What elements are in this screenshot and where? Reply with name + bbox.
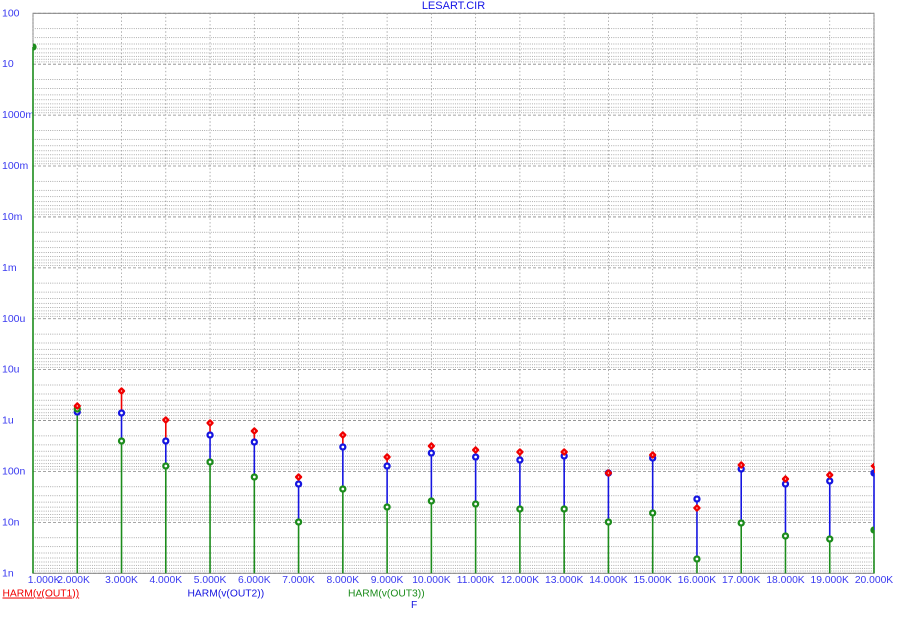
svg-text:7.000K: 7.000K <box>282 575 315 586</box>
svg-text:16.000K: 16.000K <box>678 575 716 586</box>
svg-text:10m: 10m <box>2 211 23 223</box>
svg-text:3.000K: 3.000K <box>105 575 138 586</box>
svg-text:100: 100 <box>2 7 20 19</box>
svg-text:10: 10 <box>2 58 14 70</box>
svg-text:18.000K: 18.000K <box>766 575 804 586</box>
svg-text:LESART.CIR: LESART.CIR <box>422 0 485 12</box>
svg-text:19.000K: 19.000K <box>811 575 849 586</box>
svg-text:15.000K: 15.000K <box>634 575 672 586</box>
svg-text:2.000K: 2.000K <box>57 575 90 586</box>
svg-text:10u: 10u <box>2 364 20 376</box>
svg-text:9.000K: 9.000K <box>371 575 404 586</box>
svg-text:1.000K: 1.000K <box>28 575 61 586</box>
svg-text:1u: 1u <box>2 415 14 427</box>
svg-text:10.000K: 10.000K <box>412 575 450 586</box>
svg-text:F: F <box>411 600 417 611</box>
svg-text:HARM(v(OUT1)): HARM(v(OUT1)) <box>3 589 80 600</box>
svg-text:13.000K: 13.000K <box>545 575 583 586</box>
svg-text:6.000K: 6.000K <box>238 575 271 586</box>
svg-text:HARM(v(OUT3)): HARM(v(OUT3)) <box>348 589 425 600</box>
svg-text:10n: 10n <box>2 516 20 528</box>
svg-text:HARM(v(OUT2)): HARM(v(OUT2)) <box>188 589 265 600</box>
svg-text:4.000K: 4.000K <box>149 575 182 586</box>
svg-text:14.000K: 14.000K <box>589 575 627 586</box>
svg-text:8.000K: 8.000K <box>326 575 359 586</box>
svg-text:17.000K: 17.000K <box>722 575 760 586</box>
svg-text:1n: 1n <box>2 567 14 579</box>
svg-text:100n: 100n <box>2 466 26 478</box>
svg-text:5.000K: 5.000K <box>194 575 227 586</box>
svg-text:1000m: 1000m <box>2 109 34 121</box>
svg-text:1m: 1m <box>2 262 17 274</box>
svg-text:11.000K: 11.000K <box>457 575 495 586</box>
svg-text:12.000K: 12.000K <box>501 575 539 586</box>
svg-text:100u: 100u <box>2 313 26 325</box>
svg-text:20.000K: 20.000K <box>855 575 893 586</box>
svg-text:100m: 100m <box>2 160 29 172</box>
